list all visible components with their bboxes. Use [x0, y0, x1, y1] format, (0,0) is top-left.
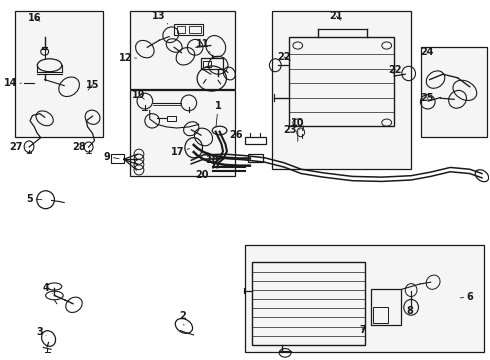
Text: 26: 26: [229, 130, 246, 141]
Text: 22: 22: [277, 52, 291, 62]
Bar: [272, 12, 411, 169]
Text: 4: 4: [43, 283, 52, 293]
Text: 5: 5: [26, 194, 42, 204]
Text: 22: 22: [389, 64, 402, 75]
Text: 13: 13: [152, 11, 168, 24]
Bar: [130, 90, 235, 176]
Bar: [252, 262, 365, 345]
Bar: [174, 24, 203, 35]
Text: 28: 28: [72, 142, 89, 152]
Text: 11: 11: [196, 39, 210, 53]
Text: 2: 2: [179, 311, 186, 325]
Bar: [176, 26, 185, 33]
Bar: [245, 137, 266, 144]
Text: 1: 1: [215, 102, 221, 127]
Text: 12: 12: [119, 53, 137, 63]
Text: 3: 3: [36, 327, 46, 337]
Bar: [15, 12, 103, 137]
Text: 18: 18: [206, 155, 220, 165]
Bar: [203, 60, 211, 67]
Text: 21: 21: [330, 11, 343, 21]
Bar: [111, 154, 124, 163]
Bar: [248, 154, 263, 162]
Bar: [421, 47, 487, 137]
Text: 6: 6: [460, 292, 473, 302]
Bar: [289, 37, 394, 126]
Text: 17: 17: [171, 147, 190, 157]
Text: 19: 19: [132, 90, 146, 100]
Text: 27: 27: [10, 142, 26, 152]
Text: 24: 24: [420, 47, 434, 57]
Bar: [371, 289, 401, 325]
Bar: [245, 244, 485, 352]
Text: 23: 23: [283, 125, 300, 135]
Text: 8: 8: [407, 306, 414, 316]
Bar: [189, 26, 201, 33]
Bar: [201, 58, 223, 69]
Text: 20: 20: [196, 170, 209, 180]
Text: 15: 15: [86, 80, 99, 90]
Text: 7: 7: [359, 325, 366, 334]
Text: 10: 10: [291, 118, 304, 141]
Text: 14: 14: [4, 78, 22, 88]
Text: 25: 25: [420, 93, 434, 103]
Bar: [167, 116, 175, 121]
Bar: [130, 12, 235, 89]
Text: 9: 9: [104, 152, 119, 162]
Bar: [373, 307, 388, 323]
Text: 16: 16: [28, 13, 42, 23]
